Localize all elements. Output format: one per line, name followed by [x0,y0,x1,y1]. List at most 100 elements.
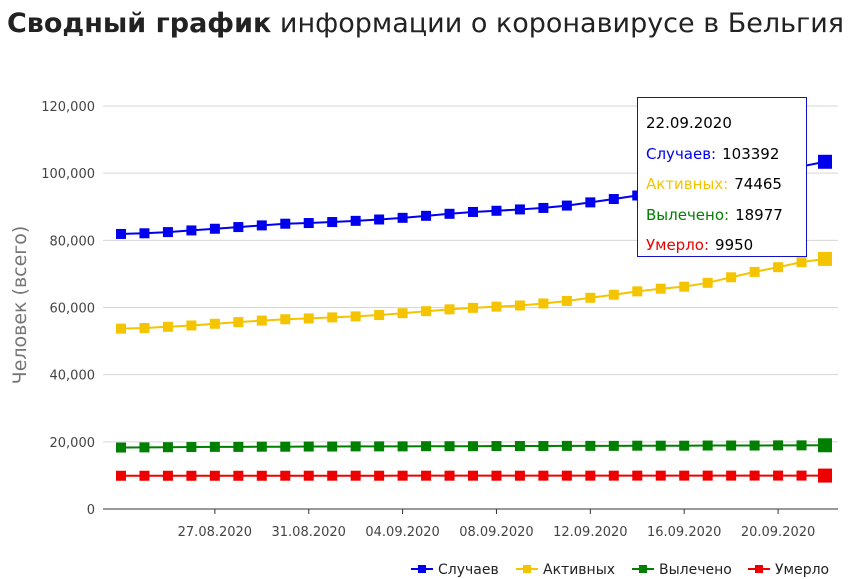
data-point[interactable] [726,440,737,451]
data-point[interactable] [139,470,150,481]
legend-item[interactable]: Случаев [411,562,499,578]
data-point[interactable] [538,441,549,452]
data-point[interactable] [468,441,478,452]
data-point[interactable] [256,220,267,231]
data-point[interactable] [749,470,760,481]
data-point[interactable] [139,322,150,333]
legend-item[interactable]: Активных [516,562,615,578]
data-point[interactable] [818,251,832,266]
data-point[interactable] [514,470,525,481]
data-point[interactable] [561,440,572,451]
data-point[interactable] [209,318,220,329]
data-point[interactable] [773,440,784,451]
data-point[interactable] [280,441,291,452]
data-point[interactable] [397,212,408,223]
data-point[interactable] [209,470,220,481]
data-point[interactable] [116,323,126,334]
data-point[interactable] [514,300,525,311]
data-point[interactable] [350,470,361,481]
data-point[interactable] [702,470,713,481]
data-point[interactable] [773,470,784,481]
data-point[interactable] [397,441,408,452]
data-point[interactable] [303,313,314,324]
data-point[interactable] [374,214,385,225]
data-point[interactable] [608,194,619,205]
data-point[interactable] [139,228,150,239]
data-point[interactable] [585,292,596,303]
data-point[interactable] [186,442,197,453]
data-point[interactable] [186,320,197,331]
data-point[interactable] [162,442,173,453]
data-point[interactable] [327,441,338,452]
data-point[interactable] [608,470,619,481]
data-point[interactable] [773,262,784,273]
data-point[interactable] [679,281,690,292]
data-point[interactable] [444,208,455,219]
data-point[interactable] [608,289,619,300]
data-point[interactable] [655,440,666,451]
data-point[interactable] [256,470,267,481]
data-point[interactable] [350,441,361,452]
data-point[interactable] [162,470,173,481]
data-point[interactable] [186,225,197,236]
data-point[interactable] [585,470,596,481]
data-point[interactable] [632,286,643,297]
legend-item[interactable]: Вылечено [632,562,732,578]
data-point[interactable] [327,312,338,323]
data-point[interactable] [421,210,432,221]
data-point[interactable] [726,272,737,283]
legend-item[interactable]: Умерло [748,562,829,578]
data-point[interactable] [749,440,760,451]
data-point[interactable] [280,470,291,481]
data-point[interactable] [514,204,525,215]
data-point[interactable] [280,218,291,229]
data-point[interactable] [655,283,666,294]
data-point[interactable] [303,470,314,481]
data-point[interactable] [233,317,244,328]
data-point[interactable] [444,441,455,452]
data-point[interactable] [209,441,220,452]
data-point[interactable] [374,441,385,452]
data-point[interactable] [397,470,408,481]
data-point[interactable] [468,206,478,217]
data-point[interactable] [327,470,338,481]
data-point[interactable] [162,321,173,332]
data-point[interactable] [726,470,737,481]
data-point[interactable] [256,315,267,326]
data-point[interactable] [186,470,197,481]
data-point[interactable] [116,442,126,453]
data-point[interactable] [679,470,690,481]
data-point[interactable] [818,468,832,483]
data-point[interactable] [116,228,126,239]
data-point[interactable] [350,215,361,226]
data-point[interactable] [444,304,455,315]
data-point[interactable] [491,470,502,481]
data-point[interactable] [233,222,244,233]
data-point[interactable] [162,227,173,238]
data-point[interactable] [585,440,596,451]
data-point[interactable] [702,440,713,451]
data-point[interactable] [796,257,807,268]
data-point[interactable] [444,470,455,481]
data-point[interactable] [561,200,572,211]
data-point[interactable] [491,301,502,312]
data-point[interactable] [679,440,690,451]
data-point[interactable] [139,442,150,453]
data-point[interactable] [585,197,596,208]
data-point[interactable] [491,205,502,216]
data-point[interactable] [421,441,432,452]
data-point[interactable] [796,470,807,481]
data-point[interactable] [702,277,713,288]
data-point[interactable] [116,470,126,481]
data-point[interactable] [538,470,549,481]
data-point[interactable] [538,298,549,309]
data-point[interactable] [468,302,478,313]
data-point[interactable] [561,295,572,306]
data-point[interactable] [374,310,385,321]
data-point[interactable] [514,441,525,452]
data-point[interactable] [421,306,432,317]
data-point[interactable] [655,470,666,481]
data-point[interactable] [280,314,291,325]
data-point[interactable] [256,441,267,452]
